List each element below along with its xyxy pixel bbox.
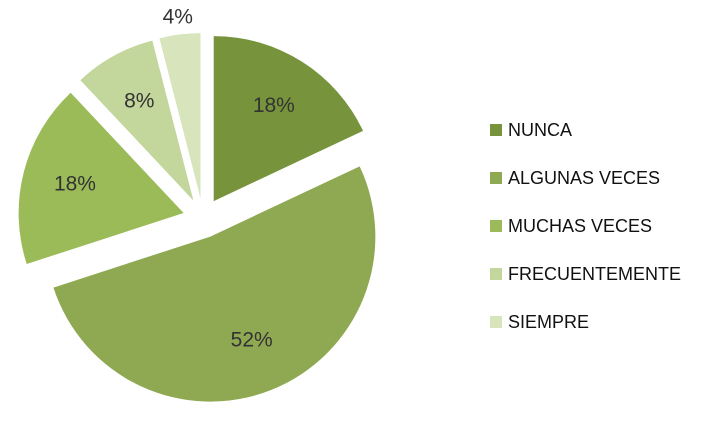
data-label: 52% (231, 328, 273, 351)
legend-swatch (490, 268, 502, 280)
legend-label: SIEMPRE (508, 312, 589, 332)
pie-slice (159, 33, 201, 199)
legend-label: FRECUENTEMENTE (508, 264, 681, 284)
pie-slice (80, 40, 194, 201)
legend-swatch (490, 172, 502, 184)
legend-swatch (490, 220, 502, 232)
data-label: 18% (253, 94, 295, 117)
pie-slice (213, 36, 364, 202)
data-label: 18% (54, 173, 96, 196)
pie-slice (53, 166, 376, 402)
legend-swatch (490, 124, 502, 136)
legend-label: NUNCA (508, 120, 572, 140)
legend-label: MUCHAS VECES (508, 216, 652, 236)
pie-slice (18, 92, 184, 265)
data-label: 8% (124, 90, 154, 113)
legend-swatch (490, 316, 502, 328)
legend-label: ALGUNAS VECES (508, 168, 660, 188)
data-label: 4% (163, 6, 193, 29)
